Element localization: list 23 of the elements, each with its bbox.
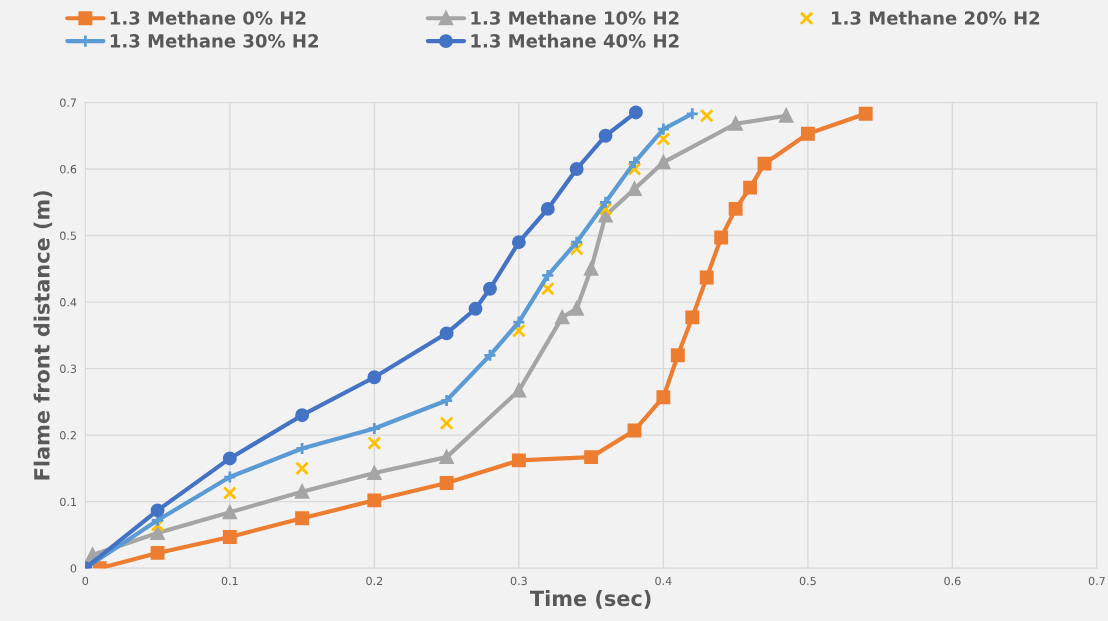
x-tick-label: 0.5 (799, 576, 816, 586)
x-tick-label: 0.4 (655, 576, 672, 586)
y-axis-title: Flame front distance (m) (33, 191, 53, 480)
y-tick-label: 0.6 (60, 164, 77, 174)
legend-label: 1.3 Methane 30% H2 (110, 33, 318, 48)
y-tick-label: 0.2 (60, 431, 76, 440)
x-tick-label: 0 (82, 576, 89, 586)
x-tick-label: 0.2 (366, 576, 383, 586)
y-tick-label: 0.4 (60, 298, 77, 307)
x-tick-label: 0.7 (1088, 576, 1105, 586)
y-tick-label: 0.3 (60, 364, 77, 373)
legend-label: 1.3 Methane 20% H2 (832, 10, 1040, 25)
x-tick-label: 0.6 (944, 576, 961, 586)
legend-label: 1.3 Methane 40% H2 (471, 33, 679, 48)
y-tick-label: 0.7 (60, 98, 77, 107)
x-axis-title: Time (sec) (530, 590, 651, 609)
y-tick-label: 0.1 (60, 497, 76, 507)
x-tick-label: 0.1 (221, 576, 238, 586)
y-tick-label: 0.5 (60, 231, 77, 240)
legend-label: 1.3 Methane 10% H2 (471, 10, 679, 25)
x-tick-label: 0.3 (510, 576, 527, 586)
legend-label: 1.3 Methane 0% H2 (110, 10, 306, 25)
y-tick-label: 0 (70, 564, 77, 573)
